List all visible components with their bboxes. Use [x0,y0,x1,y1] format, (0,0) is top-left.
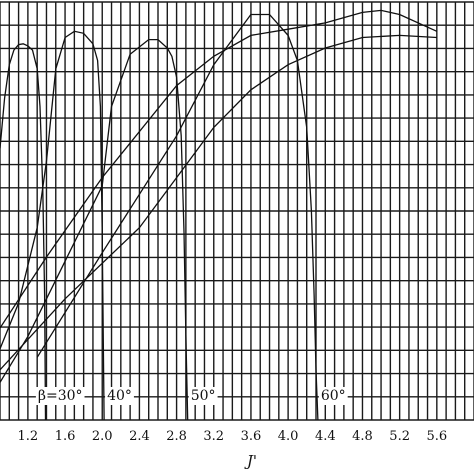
series-line-5 [0,9,438,329]
x-tick-label: 2.4 [129,429,150,444]
x-tick-label: 2.8 [166,429,187,444]
annotation-background [188,387,218,405]
curves [0,9,438,421]
series-line-3 [0,38,189,421]
x-tick-label: 1.6 [55,429,76,444]
x-tick-label: 4.4 [315,429,336,444]
x-tick-label: 4.8 [352,429,373,444]
x-tick-labels: 1.2 1.6 2.0 2.4 2.8 3.2 3.6 4.0 4.4 4.8 5.2 5.6 [18,429,448,444]
series-line-6 [0,34,437,371]
x-tick-label: 4.0 [278,429,299,444]
x-tick-label: 5.2 [389,429,410,444]
x-axis-label: J' [244,452,257,470]
x-tick-label: 3.2 [203,429,224,444]
x-tick-label: 3.6 [241,429,262,444]
angle-annotation: 60° [321,388,346,404]
annotations: β=30° 40° 50° 60° [35,387,348,405]
angle-annotation: 40° [107,388,132,404]
annotation-background [35,387,85,405]
angle-annotation: β=30° [38,388,83,404]
x-tick-label: 2.0 [92,429,113,444]
x-tick-label: 1.2 [18,429,39,444]
annotation-background [318,387,348,405]
series-line-2 [0,30,105,421]
angle-annotation: 50° [191,388,216,404]
series-line-4 [36,13,319,421]
x-tick-label: 5.6 [426,429,447,444]
annotation-background [105,387,134,405]
